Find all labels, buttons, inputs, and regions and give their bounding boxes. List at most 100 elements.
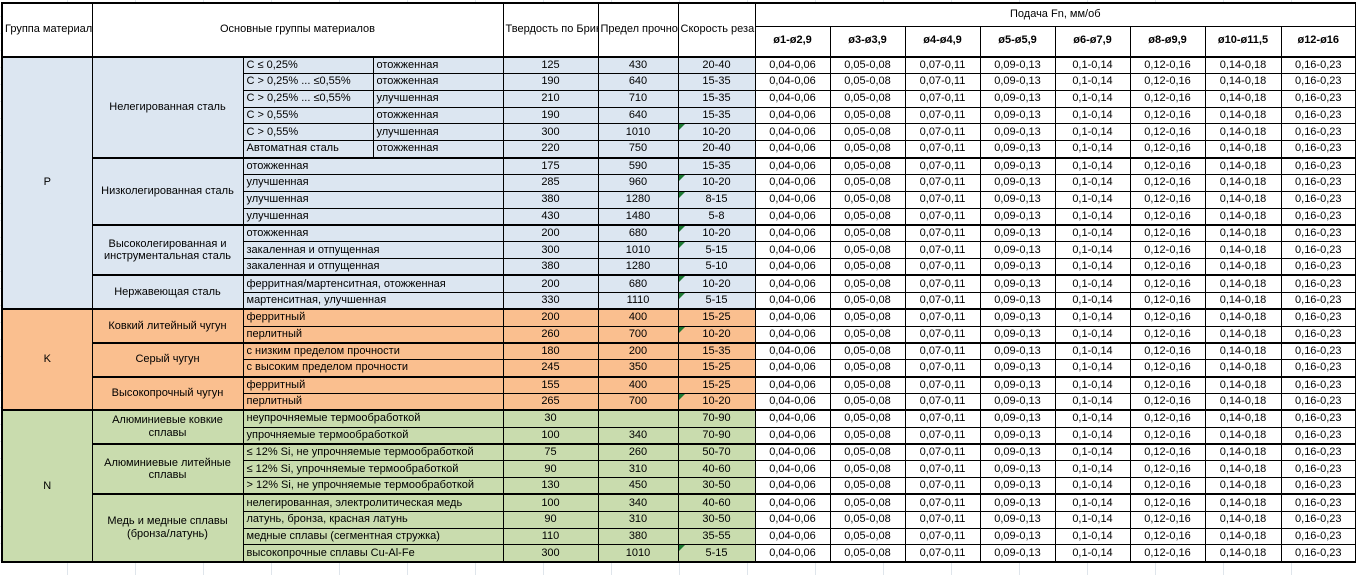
material-state-cell[interactable]: перлитный	[242, 392, 504, 411]
feed-cell[interactable]: 0,07-0,11	[904, 258, 981, 276]
feed-cell[interactable]: 0,16-0,23	[1280, 308, 1356, 327]
feed-cell[interactable]: 0,16-0,23	[1280, 392, 1356, 411]
feed-cell[interactable]: 0,1-0,14	[1054, 409, 1131, 428]
hb-cell[interactable]: 30	[502, 409, 599, 428]
feed-cell[interactable]: 0,05-0,08	[829, 308, 906, 327]
feed-cell[interactable]: 0,04-0,06	[754, 156, 831, 175]
hb-cell[interactable]: 265	[502, 392, 599, 411]
feed-cell[interactable]: 0,09-0,13	[979, 426, 1056, 445]
feed-cell[interactable]: 0,07-0,11	[904, 477, 981, 495]
feed-cell[interactable]: 0,09-0,13	[979, 409, 1056, 428]
feed-cell[interactable]: 0,14-0,18	[1204, 173, 1282, 192]
feed-cell[interactable]: 0,04-0,06	[754, 173, 831, 192]
feed-cell[interactable]: 0,12-0,16	[1129, 55, 1206, 74]
feed-cell[interactable]: 0,09-0,13	[979, 291, 1056, 310]
feed-cell[interactable]: 0,16-0,23	[1280, 291, 1356, 310]
feed-cell[interactable]: 0,12-0,16	[1129, 325, 1206, 344]
feed-cell[interactable]: 0,12-0,16	[1129, 392, 1206, 411]
header-cutting-speed-vc[interactable]: Скорость резания Vc, м/мин	[677, 2, 756, 57]
feed-cell[interactable]: 0,14-0,18	[1204, 341, 1282, 361]
hb-cell[interactable]: 190	[502, 106, 599, 125]
feed-cell[interactable]: 0,09-0,13	[979, 140, 1056, 159]
vc-cell[interactable]: 15-35	[677, 341, 756, 361]
feed-cell[interactable]: 0,14-0,18	[1204, 241, 1282, 260]
feed-cell[interactable]: 0,04-0,06	[754, 140, 831, 159]
vc-cell[interactable]: 30-50	[677, 510, 756, 529]
rm-cell[interactable]: 680	[597, 223, 679, 243]
material-state-cell[interactable]: с высоким пределом прочности	[242, 359, 504, 378]
header-feed-d1[interactable]: ø1-ø2,9	[754, 26, 831, 57]
vc-cell[interactable]: 10-20	[677, 392, 756, 411]
feed-cell[interactable]: 0,1-0,14	[1054, 274, 1131, 293]
feed-cell[interactable]: 0,05-0,08	[829, 207, 906, 226]
feed-cell[interactable]: 0,04-0,06	[754, 375, 831, 394]
feed-cell[interactable]: 0,12-0,16	[1129, 223, 1206, 243]
material-state-cell[interactable]: ≤ 12% Si, упрочняемые термообработкой	[242, 460, 504, 479]
feed-cell[interactable]: 0,09-0,13	[979, 156, 1056, 175]
header-main-groups[interactable]: Основные группы материалов	[91, 2, 504, 57]
rm-cell[interactable]: 310	[597, 510, 679, 529]
feed-cell[interactable]: 0,07-0,11	[904, 460, 981, 479]
feed-cell[interactable]: 0,1-0,14	[1054, 460, 1131, 479]
material-state-cell[interactable]: упрочняемые термообработкой	[242, 426, 504, 445]
vc-cell[interactable]: 10-20	[677, 173, 756, 192]
material-state-cell[interactable]: отожженная	[372, 106, 504, 125]
material-block-cell[interactable]: Ковкий литейный чугун	[91, 308, 244, 344]
header-hardness-hb[interactable]: Твердость по Бринеллю HB	[502, 2, 599, 57]
feed-cell[interactable]: 0,1-0,14	[1054, 173, 1131, 192]
rm-cell[interactable]	[597, 409, 679, 428]
feed-cell[interactable]: 0,09-0,13	[979, 190, 1056, 209]
feed-cell[interactable]: 0,14-0,18	[1204, 190, 1282, 209]
feed-cell[interactable]: 0,09-0,13	[979, 72, 1056, 91]
hb-cell[interactable]: 100	[502, 426, 599, 445]
rm-cell[interactable]: 590	[597, 156, 679, 175]
feed-cell[interactable]: 0,16-0,23	[1280, 55, 1356, 74]
feed-cell[interactable]: 0,09-0,13	[979, 544, 1056, 563]
hb-cell[interactable]: 210	[502, 89, 599, 108]
feed-cell[interactable]: 0,1-0,14	[1054, 493, 1131, 512]
feed-cell[interactable]: 0,07-0,11	[904, 274, 981, 293]
feed-cell[interactable]: 0,04-0,06	[754, 426, 831, 445]
feed-cell[interactable]: 0,1-0,14	[1054, 291, 1131, 310]
feed-cell[interactable]: 0,14-0,18	[1204, 493, 1282, 512]
feed-cell[interactable]: 0,09-0,13	[979, 392, 1056, 411]
vc-cell[interactable]: 15-25	[677, 375, 756, 394]
feed-cell[interactable]: 0,07-0,11	[904, 55, 981, 74]
material-state-cell[interactable]: отожженная	[242, 223, 504, 243]
hb-cell[interactable]: 180	[502, 341, 599, 361]
vc-cell[interactable]: 5-8	[677, 207, 756, 226]
rm-cell[interactable]: 380	[597, 527, 679, 546]
hb-cell[interactable]: 125	[502, 55, 599, 74]
rm-cell[interactable]: 310	[597, 460, 679, 479]
feed-cell[interactable]: 0,07-0,11	[904, 359, 981, 378]
feed-cell[interactable]: 0,07-0,11	[904, 510, 981, 529]
feed-cell[interactable]: 0,04-0,06	[754, 477, 831, 495]
feed-cell[interactable]: 0,05-0,08	[829, 140, 906, 159]
vc-cell[interactable]: 5-10	[677, 258, 756, 276]
hb-cell[interactable]: 260	[502, 325, 599, 344]
material-desc-cell[interactable]: C > 0,25% ... ≤0,55%	[242, 72, 374, 91]
feed-cell[interactable]: 0,07-0,11	[904, 223, 981, 243]
feed-cell[interactable]: 0,05-0,08	[829, 409, 906, 428]
feed-cell[interactable]: 0,05-0,08	[829, 426, 906, 445]
feed-cell[interactable]: 0,14-0,18	[1204, 258, 1282, 276]
feed-cell[interactable]: 0,05-0,08	[829, 544, 906, 563]
feed-cell[interactable]: 0,16-0,23	[1280, 359, 1356, 378]
feed-cell[interactable]: 0,05-0,08	[829, 510, 906, 529]
feed-cell[interactable]: 0,14-0,18	[1204, 375, 1282, 394]
vc-cell[interactable]: 40-60	[677, 493, 756, 512]
feed-cell[interactable]: 0,1-0,14	[1054, 375, 1131, 394]
feed-cell[interactable]: 0,14-0,18	[1204, 140, 1282, 159]
feed-cell[interactable]: 0,04-0,06	[754, 308, 831, 327]
material-block-cell[interactable]: Серый чугун	[91, 341, 244, 378]
feed-cell[interactable]: 0,05-0,08	[829, 89, 906, 108]
feed-cell[interactable]: 0,12-0,16	[1129, 241, 1206, 260]
header-feed-d8[interactable]: ø12-ø16	[1280, 26, 1356, 57]
feed-cell[interactable]: 0,14-0,18	[1204, 409, 1282, 428]
feed-cell[interactable]: 0,16-0,23	[1280, 106, 1356, 125]
hb-cell[interactable]: 220	[502, 140, 599, 159]
hb-cell[interactable]: 200	[502, 308, 599, 327]
rm-cell[interactable]: 1010	[597, 241, 679, 260]
hb-cell[interactable]: 285	[502, 173, 599, 192]
material-block-cell[interactable]: Высоколегированная и инструментальная ст…	[91, 223, 244, 276]
